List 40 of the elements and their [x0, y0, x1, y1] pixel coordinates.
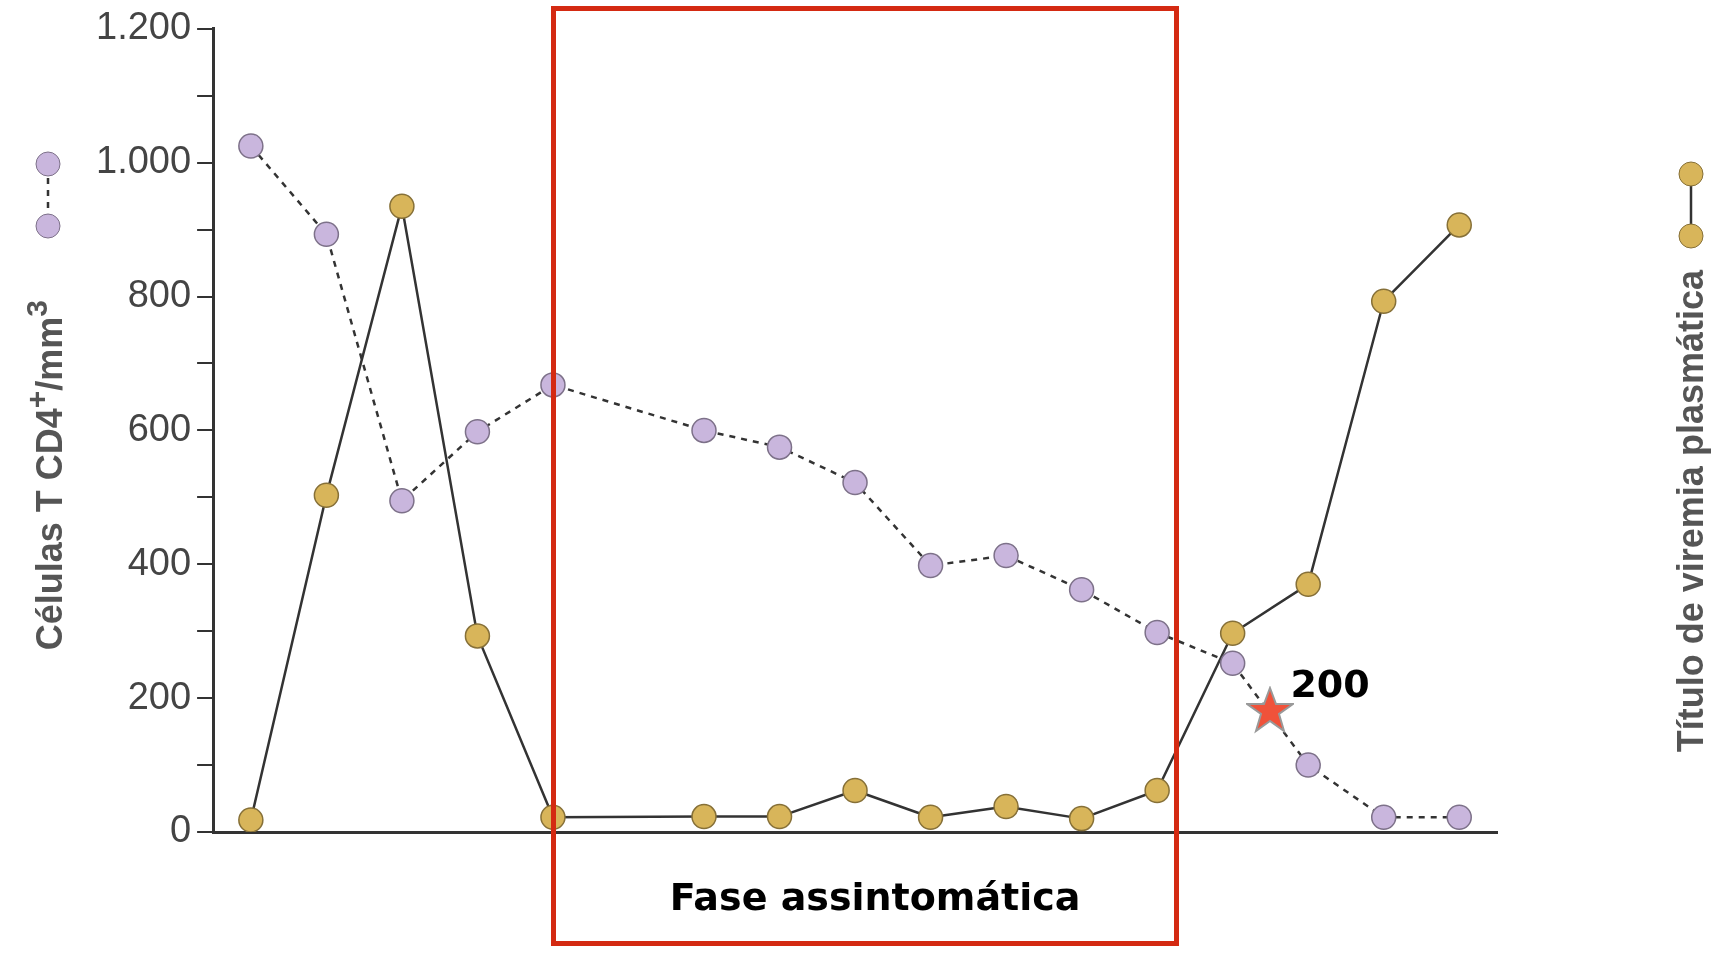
point — [1295, 752, 1321, 778]
point — [1219, 620, 1246, 646]
y-tick-label: 800 — [127, 273, 192, 316]
point — [1370, 288, 1397, 314]
y-tick-label: 1.000 — [96, 139, 192, 182]
y-tick-label: 400 — [127, 540, 192, 583]
point — [1446, 804, 1472, 831]
point — [389, 193, 415, 219]
point — [691, 803, 717, 830]
point — [766, 803, 793, 830]
point — [238, 807, 264, 832]
point — [313, 482, 340, 509]
y-tick-label: 1.200 — [96, 5, 192, 48]
y2-axis-title: Título de viremia plasmática — [1670, 270, 1712, 753]
point — [1068, 576, 1095, 603]
point — [917, 804, 944, 831]
point — [1370, 804, 1397, 831]
point — [1219, 650, 1246, 677]
point — [464, 623, 491, 649]
point — [917, 552, 944, 579]
point — [842, 469, 868, 496]
point — [993, 542, 1019, 569]
point — [238, 133, 264, 159]
point — [842, 777, 868, 804]
y-tick-label: 600 — [127, 406, 192, 449]
point — [313, 221, 340, 248]
point — [1144, 619, 1170, 646]
point — [691, 417, 717, 444]
y-tick-label: 200 — [127, 674, 192, 717]
point — [1068, 805, 1095, 832]
point — [1295, 571, 1321, 598]
point — [1144, 777, 1170, 804]
point — [1446, 212, 1472, 238]
annotation: 200 — [1290, 662, 1370, 707]
point — [993, 793, 1019, 820]
point — [389, 487, 415, 514]
point — [766, 434, 793, 460]
point — [464, 418, 491, 445]
text: Fase assintomática — [669, 874, 1081, 919]
y-tick-label: 0 — [169, 808, 192, 851]
